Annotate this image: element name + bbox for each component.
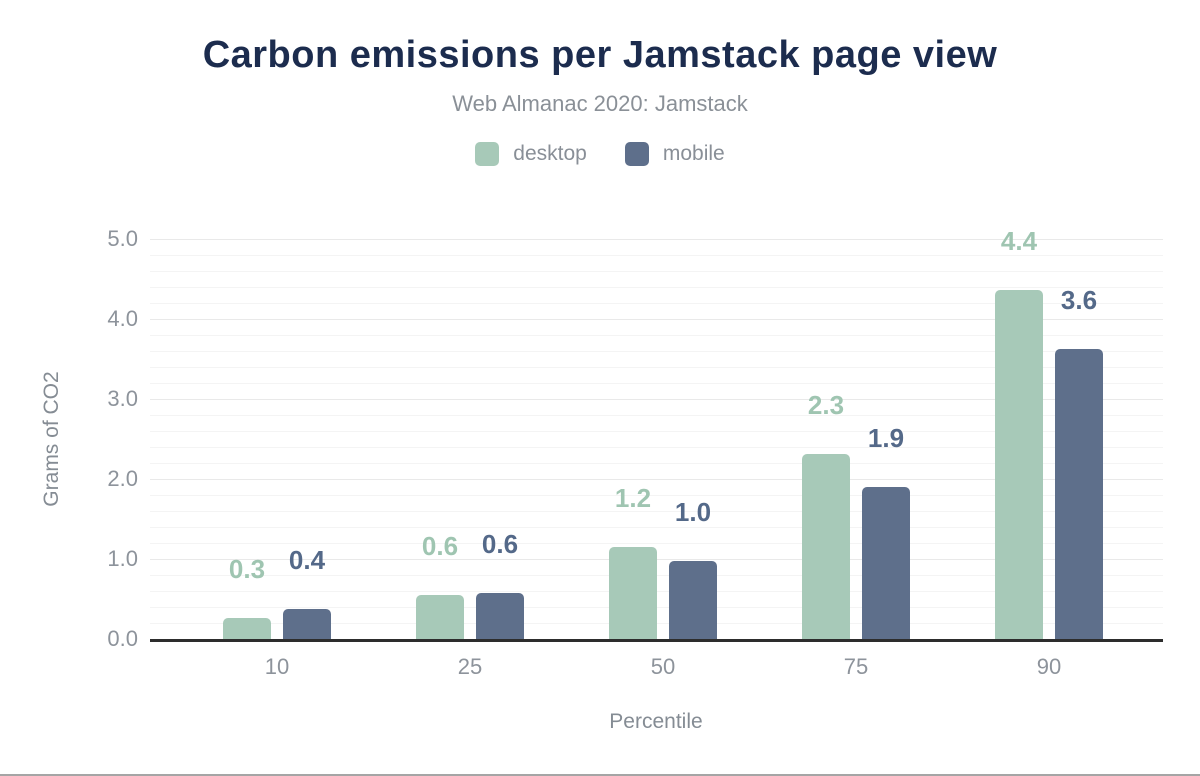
chart-header: Carbon emissions per Jamstack page view … — [0, 34, 1200, 166]
bar-desktop-p25[interactable] — [416, 595, 464, 639]
x-tick-label: 10 — [264, 654, 290, 679]
x-tick-label: 75 — [843, 654, 869, 679]
y-tick-label: 4.0 — [107, 306, 138, 331]
bar-desktop-p90[interactable] — [995, 290, 1043, 639]
x-tick-label: 50 — [650, 654, 676, 679]
plot-area: 0.3 0.6 1.2 2.3 4.4 0.4 0.6 1.0 1.9 3.6 — [150, 228, 1163, 642]
bar-value-label: 0.6 — [421, 531, 459, 561]
bar-desktop-p10[interactable] — [223, 618, 271, 639]
bar-value-label: 1.9 — [867, 423, 905, 453]
bar-value-label: 0.3 — [228, 554, 266, 585]
bar-desktop-p50[interactable] — [609, 547, 657, 639]
chart-stage: Grams of CO2 0.0 1.0 2.0 3.0 4.0 5.0 0.3 0.6 1.… — [0, 34, 1200, 776]
bar-value-label: 1.2 — [614, 483, 652, 513]
bar-mobile-p75[interactable] — [862, 487, 910, 639]
bar-desktop-p75[interactable] — [802, 454, 850, 639]
y-tick-label: 2.0 — [107, 466, 138, 491]
legend-swatch-icon — [475, 142, 500, 166]
x-tick-label: 25 — [457, 654, 483, 679]
x-tick-label: 90 — [1036, 654, 1062, 679]
legend-item-desktop[interactable]: desktop — [475, 142, 587, 166]
legend-label: mobile — [662, 142, 725, 165]
chart-subtitle: Web Almanac 2020: Jamstack — [452, 91, 748, 116]
bar-mobile-p25[interactable] — [476, 592, 524, 639]
bar-value-label: 3.6 — [1060, 284, 1098, 315]
x-axis-title: Percentile — [609, 710, 703, 733]
y-tick-label: 0.0 — [107, 626, 138, 651]
legend: desktop mobile — [0, 142, 1200, 166]
y-tick-label: 1.0 — [107, 546, 138, 571]
y-tick-label: 5.0 — [107, 226, 138, 251]
bar-mobile-p50[interactable] — [669, 561, 717, 639]
y-tick-label: 3.0 — [107, 386, 138, 411]
bar-value-label: 4.4 — [1000, 226, 1038, 257]
chart-title: Carbon emissions per Jamstack page view — [202, 34, 998, 76]
legend-label: desktop — [513, 142, 587, 165]
legend-item-mobile[interactable]: mobile — [624, 142, 725, 166]
bar-value-label: 1.0 — [674, 497, 712, 528]
bar-value-label: 2.3 — [807, 390, 845, 421]
legend-swatch-icon — [624, 142, 649, 166]
bar-mobile-p10[interactable] — [283, 608, 331, 639]
bar-value-label: 0.6 — [481, 528, 519, 559]
bar-mobile-p90[interactable] — [1055, 348, 1103, 639]
bar-value-label: 0.4 — [288, 544, 326, 575]
